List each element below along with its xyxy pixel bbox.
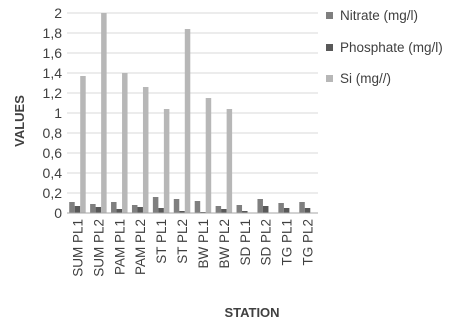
y-tick-label: 1,6 xyxy=(43,45,63,61)
bar xyxy=(299,202,305,213)
legend-label: Nitrate (mg/l) xyxy=(340,8,418,23)
bar xyxy=(278,203,284,213)
bar xyxy=(95,207,102,213)
bar xyxy=(242,211,248,213)
bar xyxy=(173,199,180,213)
x-tick-label: SUM PL2 xyxy=(91,219,106,277)
bar xyxy=(184,29,191,213)
bar xyxy=(90,204,96,213)
x-tick-label: SUM PL1 xyxy=(70,219,85,277)
x-tick-label: BW PL1 xyxy=(196,219,211,269)
x-axis-title: STATION xyxy=(224,305,279,320)
y-tick-label: 0,6 xyxy=(43,145,63,161)
bar xyxy=(221,209,227,213)
x-tick-label: SD PL2 xyxy=(259,219,274,266)
legend-label: Phosphate (mg/l) xyxy=(340,40,443,55)
gridlines xyxy=(67,12,318,194)
bar xyxy=(304,208,311,213)
bar xyxy=(152,197,159,213)
x-tick-label: ST PL1 xyxy=(154,219,169,264)
bar xyxy=(116,209,123,213)
bar xyxy=(158,208,164,213)
legend-swatch xyxy=(326,44,333,51)
legend-label: Si (mg//) xyxy=(340,71,391,86)
y-tick-label: 1,4 xyxy=(43,65,63,81)
y-tick-label: 0,4 xyxy=(43,165,63,181)
y-tick-label: 0,8 xyxy=(43,125,63,141)
y-tick-label: 0 xyxy=(54,205,62,221)
bar xyxy=(179,211,185,213)
bar xyxy=(257,199,263,213)
bar xyxy=(111,202,117,213)
y-tick-label: 1 xyxy=(54,105,62,121)
bars xyxy=(69,13,311,213)
bar xyxy=(131,205,138,213)
bar xyxy=(122,73,128,213)
x-tick-label: PAM PL1 xyxy=(112,219,127,275)
x-tick-label: BW PL2 xyxy=(217,219,232,269)
bar xyxy=(215,206,222,213)
bar xyxy=(137,207,143,213)
x-tick-label: PAM PL2 xyxy=(133,219,148,275)
y-axis-title: VALUES xyxy=(12,95,27,147)
y-tick-label: 0,2 xyxy=(43,185,63,201)
y-tick-labels: 0 0,2 0,4 0,6 0,8 1 1,2 1,4 1,6 1,8 2 xyxy=(43,5,63,221)
bar xyxy=(80,76,86,213)
x-tick-labels: SUM PL1 SUM PL2 PAM PL1 PAM PL2 ST PL1 ST PL2… xyxy=(70,219,315,277)
bar xyxy=(194,201,201,213)
bar xyxy=(262,206,269,213)
bar xyxy=(69,202,75,213)
x-tick-label: TG PL2 xyxy=(301,219,316,266)
bar xyxy=(236,205,243,213)
bar xyxy=(74,206,81,213)
bar xyxy=(163,109,170,213)
bar xyxy=(226,109,233,213)
bar xyxy=(283,208,290,213)
x-tick-label: SD PL1 xyxy=(238,219,253,266)
legend: Nitrate (mg/l) Phosphate (mg/l) Si (mg//) xyxy=(326,8,443,86)
legend-swatch xyxy=(326,12,333,19)
legend-swatch xyxy=(326,75,333,82)
bar xyxy=(101,13,107,213)
x-tick-label: TG PL1 xyxy=(280,219,295,266)
y-tick-label: 1,8 xyxy=(43,25,63,41)
y-tick-label: 1,2 xyxy=(43,85,63,101)
y-tick-label: 2 xyxy=(54,5,62,21)
bar xyxy=(205,98,212,213)
x-tick-label: ST PL2 xyxy=(175,219,190,264)
bar xyxy=(142,87,149,213)
